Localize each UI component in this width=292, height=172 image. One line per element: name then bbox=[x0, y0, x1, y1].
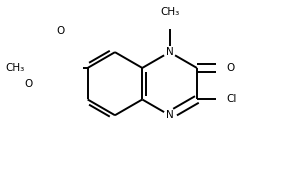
Text: CH₃: CH₃ bbox=[6, 63, 25, 73]
Text: N: N bbox=[166, 110, 173, 120]
Text: CH₃: CH₃ bbox=[160, 8, 179, 18]
Text: O: O bbox=[226, 63, 234, 73]
Text: O: O bbox=[56, 26, 65, 36]
Text: Cl: Cl bbox=[226, 94, 237, 104]
Text: N: N bbox=[166, 47, 173, 57]
Text: O: O bbox=[25, 79, 33, 89]
